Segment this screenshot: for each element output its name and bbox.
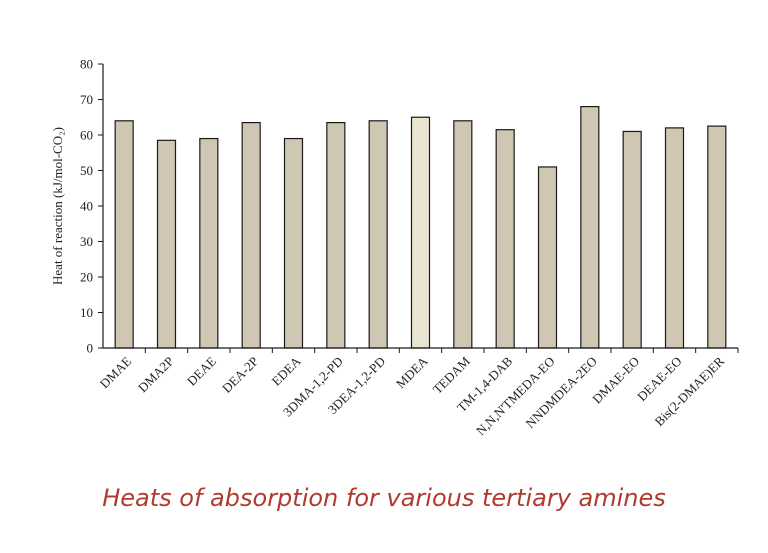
bar: [580, 105, 600, 349]
bar: [537, 166, 558, 349]
y-axis-title: Heat of reaction (kJ/mol-CO₂): [50, 127, 65, 285]
bar-series: [114, 105, 727, 349]
bar: [495, 129, 515, 349]
x-tick-label: EDEA: [268, 353, 304, 389]
bar: [410, 116, 431, 349]
y-tick-label: 70: [80, 92, 93, 107]
y-tick-label: 20: [80, 270, 93, 285]
bar: [707, 125, 727, 349]
bar: [114, 120, 134, 349]
bar: [283, 137, 304, 349]
x-tick-label: DMAE: [97, 353, 135, 391]
y-tick-label: 0: [87, 341, 94, 356]
y-tick-label: 60: [80, 128, 93, 143]
bar: [241, 121, 261, 349]
x-tick-label: DMA2P: [135, 354, 177, 396]
slide-caption: Heats of absorption for various tertiary…: [102, 484, 666, 512]
bar-chart: 0 10 20 30 40 50 60 70 80 DMAE DMA2P DEAE DEA-2P EDE…: [50, 57, 739, 439]
y-tick-label: 10: [80, 305, 93, 320]
bar: [326, 121, 346, 349]
y-tick-label: 40: [80, 199, 93, 214]
bar: [622, 130, 642, 349]
bar: [199, 137, 219, 349]
bar: [664, 127, 685, 349]
y-tick-label: 30: [80, 234, 93, 249]
y-axis: 0 10 20 30 40 50 60 70 80: [80, 57, 103, 356]
x-tick-label: DEA-2P: [219, 354, 261, 396]
bar: [156, 139, 177, 349]
y-tick-label: 50: [80, 163, 93, 178]
bar: [368, 120, 388, 349]
bar: [453, 120, 473, 349]
x-tick-label: N,N,N'TMEDA-EO: [473, 354, 558, 439]
x-axis: DMAE DMA2P DEAE DEA-2P EDEA3DMA-1,2-PD3DEA-1…: [97, 348, 739, 439]
x-tick-label: MDEA: [393, 353, 431, 391]
x-tick-label: DEAE: [184, 353, 219, 388]
y-tick-label: 80: [80, 57, 93, 72]
